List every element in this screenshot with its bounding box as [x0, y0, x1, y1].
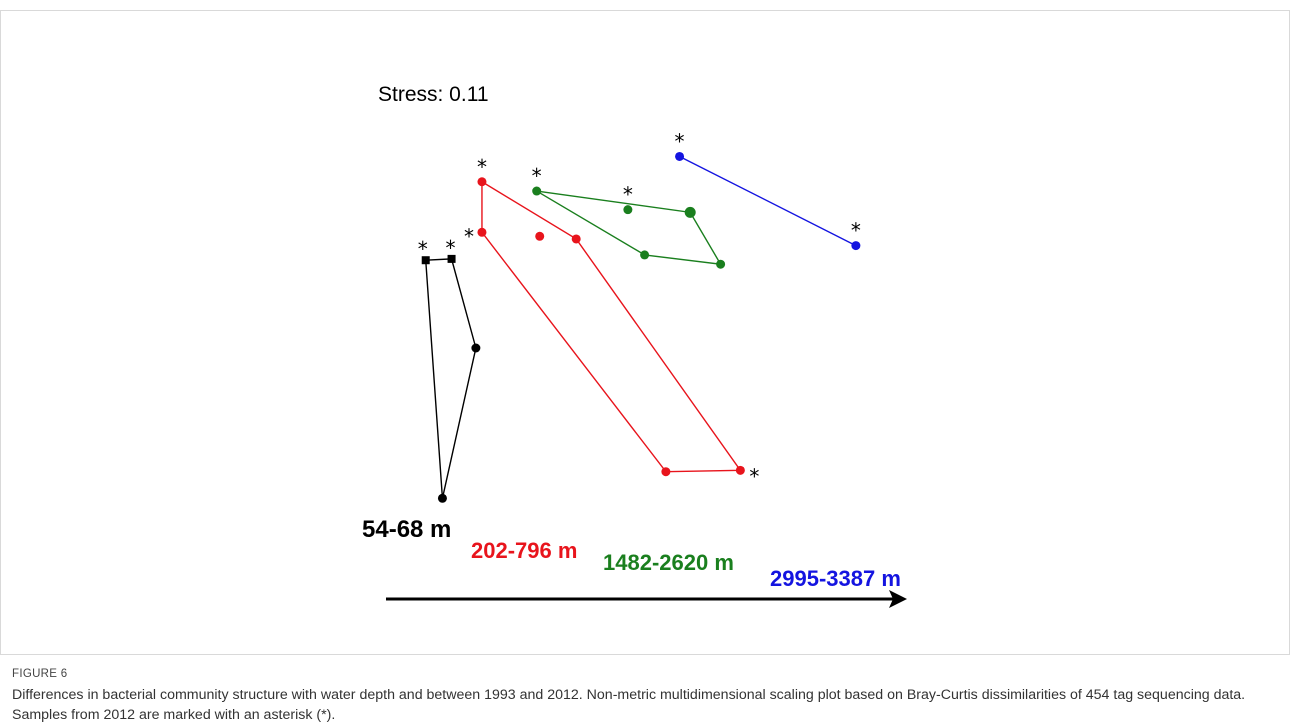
sample-points: * * * * * * * * * — [418, 129, 861, 503]
sample-point-2-5 — [661, 467, 671, 477]
sample-point-2-1 — [477, 177, 487, 187]
sample-point-3-3 — [684, 206, 696, 218]
sample-point-1-4 — [437, 493, 447, 503]
asterisk-2012: * — [675, 129, 685, 153]
sample-point-3-1 — [532, 186, 542, 196]
hull-polygons — [424, 155, 857, 499]
nmds-plot: Stress: 0.11 * * * * * * * * * 54-68 m 202-796 m 1… — [362, 83, 907, 608]
sample-point-1-3 — [471, 343, 481, 353]
asterisk-2012: * — [851, 219, 861, 243]
stress-annotation: Stress: 0.11 — [378, 83, 489, 106]
sample-point-2-4 — [571, 234, 581, 244]
sample-point-4-1 — [675, 151, 685, 161]
depth-labels: 54-68 m 202-796 m 1482-2620 m 2995-3387 m — [362, 516, 901, 591]
figure-label: FIGURE 6 — [12, 668, 68, 680]
sample-point-1-2 — [447, 254, 456, 263]
depth-label-2: 202-796 m — [471, 538, 577, 563]
asterisk-2012: * — [464, 224, 474, 248]
asterisk-2012: * — [532, 164, 542, 188]
asterisk-2012: * — [623, 183, 633, 207]
hull-4 — [679, 155, 857, 247]
depth-label-4: 2995-3387 m — [770, 566, 901, 591]
sample-point-3-5 — [640, 250, 650, 260]
sample-point-2-2 — [477, 227, 487, 237]
asterisk-2012: * — [446, 236, 456, 260]
sample-point-1-1 — [421, 256, 430, 265]
depth-arrow-head — [889, 590, 907, 608]
asterisk-2012: * — [418, 237, 428, 261]
depth-label-3: 1482-2620 m — [603, 550, 734, 575]
figure-frame — [0, 10, 1290, 655]
sample-point-3-4 — [716, 259, 726, 269]
hull-1 — [424, 258, 477, 499]
sample-point-4-2 — [851, 241, 861, 251]
asterisk-2012: * — [749, 464, 759, 488]
sample-point-3-2 — [623, 205, 633, 215]
hull-2 — [481, 180, 742, 473]
figure-caption: Differences in bacterial community struc… — [12, 687, 1246, 723]
asterisk-2012: * — [477, 155, 487, 179]
depth-label-1: 54-68 m — [362, 516, 451, 543]
sample-point-2-3 — [535, 231, 545, 241]
sample-point-2-6 — [735, 465, 745, 475]
